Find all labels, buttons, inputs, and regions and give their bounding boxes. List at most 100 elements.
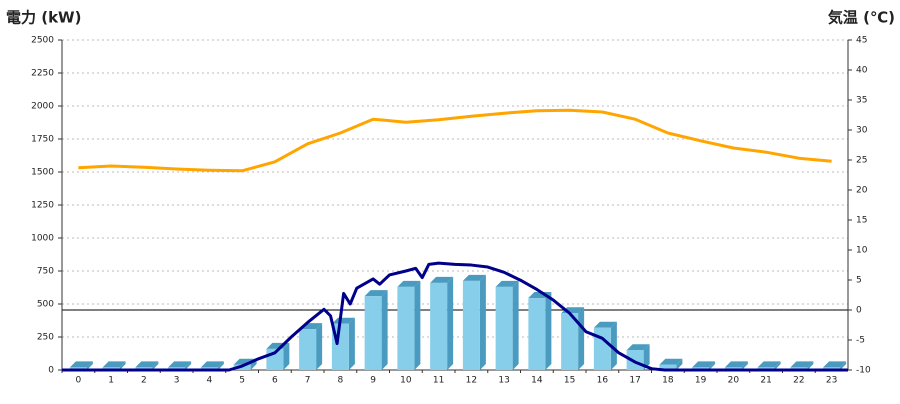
bar bbox=[397, 286, 415, 370]
x-tick-label: 19 bbox=[695, 376, 707, 386]
x-tick-label: 2 bbox=[141, 376, 147, 386]
y2-tick-label: 5 bbox=[856, 276, 862, 286]
bar-top bbox=[659, 358, 683, 365]
y-tick-label: 2000 bbox=[31, 102, 54, 112]
y2-tick-label: -10 bbox=[856, 366, 871, 376]
x-tick-label: 5 bbox=[239, 376, 245, 386]
bar-side bbox=[119, 361, 126, 370]
bar-side bbox=[316, 323, 323, 370]
y2-tick-label: 25 bbox=[856, 156, 867, 166]
bar-side bbox=[479, 274, 486, 370]
x-tick-label: 10 bbox=[400, 376, 412, 386]
bar-top bbox=[462, 274, 486, 281]
bar-top bbox=[593, 321, 617, 328]
bar bbox=[528, 298, 546, 370]
x-tick-label: 6 bbox=[272, 376, 278, 386]
x-tick-label: 7 bbox=[305, 376, 311, 386]
bar-side bbox=[676, 358, 683, 370]
y2-tick-label: 40 bbox=[856, 66, 868, 76]
bar-side bbox=[381, 290, 388, 370]
bar-side bbox=[578, 307, 585, 370]
bar-side bbox=[545, 292, 552, 370]
bar-side bbox=[610, 321, 617, 370]
bar bbox=[659, 364, 677, 370]
x-tick-label: 18 bbox=[662, 376, 674, 386]
bar-top bbox=[724, 361, 748, 368]
x-tick-label: 1 bbox=[108, 376, 114, 386]
y2-tick-label: 0 bbox=[856, 306, 862, 316]
x-tick-label: 20 bbox=[728, 376, 740, 386]
bar-top bbox=[364, 290, 388, 297]
bar-side bbox=[643, 344, 650, 370]
y-tick-label: 500 bbox=[37, 300, 54, 310]
x-tick-label: 3 bbox=[174, 376, 180, 386]
x-tick-label: 4 bbox=[207, 376, 213, 386]
x-tick-label: 17 bbox=[629, 376, 640, 386]
bar-top bbox=[757, 361, 781, 368]
bar-side bbox=[709, 361, 716, 370]
bar-side bbox=[414, 280, 421, 370]
x-tick-label: 8 bbox=[338, 376, 344, 386]
bar-side bbox=[447, 276, 454, 370]
bar bbox=[364, 296, 382, 370]
right-axis-title: 気温 (℃) bbox=[828, 9, 895, 27]
y-tick-label: 0 bbox=[48, 366, 54, 376]
x-tick-label: 13 bbox=[498, 376, 509, 386]
bar-top bbox=[626, 344, 650, 351]
y-tick-label: 1250 bbox=[31, 201, 54, 211]
bar-side bbox=[512, 280, 519, 370]
bar-top bbox=[823, 361, 847, 368]
bar-side bbox=[774, 361, 781, 370]
bar-top bbox=[200, 361, 224, 368]
y-tick-label: 1500 bbox=[31, 168, 54, 178]
y-tick-label: 1750 bbox=[31, 135, 54, 145]
x-tick-label: 14 bbox=[531, 376, 543, 386]
bar bbox=[593, 327, 611, 370]
bar-side bbox=[283, 342, 290, 370]
line bbox=[62, 261, 848, 372]
y2-tick-label: 45 bbox=[856, 36, 867, 46]
x-tick-label: 23 bbox=[826, 376, 837, 386]
bar-side bbox=[152, 361, 159, 370]
bar-side bbox=[86, 361, 93, 370]
y2-tick-label: 30 bbox=[856, 126, 868, 136]
y-tick-label: 1000 bbox=[31, 234, 54, 244]
bar-side bbox=[741, 361, 748, 370]
bar-top bbox=[168, 361, 192, 368]
x-tick-label: 22 bbox=[793, 376, 804, 386]
y-tick-label: 250 bbox=[37, 333, 54, 343]
bar-top bbox=[495, 280, 519, 287]
bar-top bbox=[69, 361, 93, 368]
bar-top bbox=[331, 317, 355, 324]
y2-tick-label: 20 bbox=[856, 186, 868, 196]
bar-top bbox=[397, 280, 421, 287]
bar-top bbox=[102, 361, 126, 368]
bar-side bbox=[348, 317, 355, 370]
bar-top bbox=[692, 361, 716, 368]
y2-tick-label: 15 bbox=[856, 216, 867, 226]
bar-side bbox=[185, 361, 192, 370]
bar-side bbox=[807, 361, 814, 370]
x-tick-label: 0 bbox=[76, 376, 82, 386]
x-tick-label: 16 bbox=[597, 376, 609, 386]
bar bbox=[495, 286, 513, 370]
x-tick-label: 21 bbox=[760, 376, 771, 386]
y2-tick-label: -5 bbox=[856, 336, 865, 346]
bar-side bbox=[217, 361, 224, 370]
left-axis-title: 電力 (kW) bbox=[6, 9, 81, 27]
y2-tick-label: 10 bbox=[856, 246, 868, 256]
bar bbox=[430, 282, 448, 370]
x-tick-label: 11 bbox=[433, 376, 444, 386]
bar-top bbox=[135, 361, 159, 368]
bar bbox=[561, 313, 579, 370]
x-tick-label: 15 bbox=[564, 376, 575, 386]
x-tick-label: 12 bbox=[466, 376, 477, 386]
line bbox=[78, 108, 832, 173]
y-tick-label: 2250 bbox=[31, 69, 54, 79]
bar-top bbox=[790, 361, 814, 368]
y-tick-label: 2500 bbox=[31, 36, 54, 46]
bar-top bbox=[430, 276, 454, 283]
bar-side bbox=[840, 361, 847, 370]
bar bbox=[462, 280, 480, 370]
